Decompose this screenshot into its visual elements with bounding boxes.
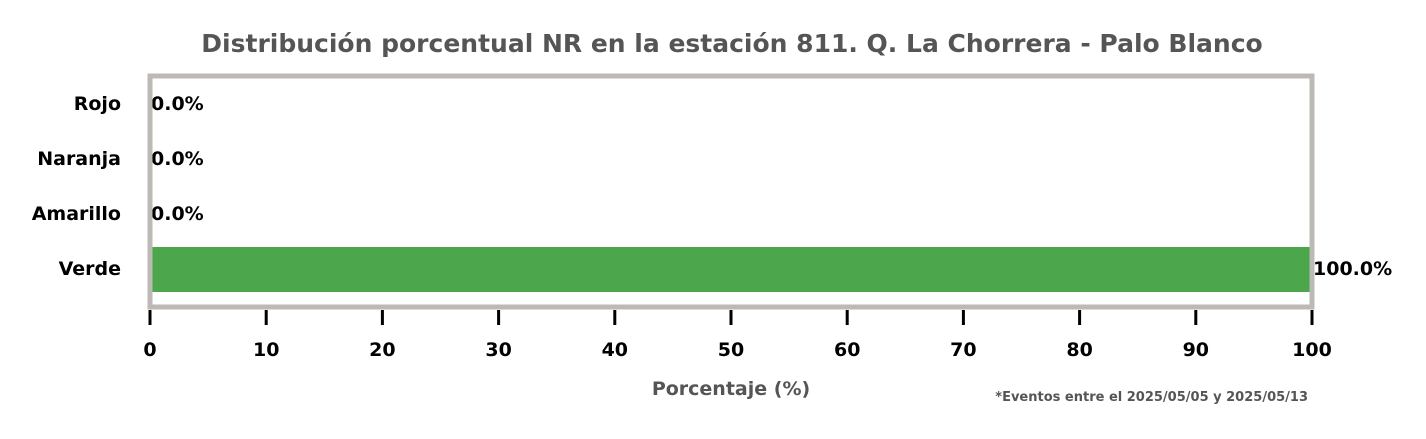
x-tick-label-100: 100 [1292,339,1332,361]
x-tick-label-90: 90 [1183,339,1209,361]
x-axis-label: Porcentaje (%) [652,378,810,400]
x-tick-label-0: 0 [143,339,156,361]
category-label-naranja: Naranja [37,148,121,170]
value-label-verde: 100.0% [1313,258,1392,280]
bar-verde [150,247,1312,292]
plot-frame [147,73,1315,310]
category-label-verde: Verde [59,258,121,280]
x-axis: 0 10 20 30 40 50 60 70 80 90 100 [143,310,1332,361]
value-label-rojo: 0.0% [151,93,204,115]
y-axis: Rojo Naranja Amarillo Verde [32,93,121,280]
chart-title: Distribución porcentual NR en la estació… [201,29,1262,58]
chart-footnote: *Eventos entre el 2025/05/05 y 2025/05/1… [995,390,1308,405]
x-tick-label-40: 40 [602,339,628,361]
x-tick-label-30: 30 [485,339,511,361]
value-label-amarillo: 0.0% [151,203,204,225]
x-tick-label-50: 50 [718,339,744,361]
plot-area: 0.0% 0.0% 0.0% 100.0% [150,93,1392,292]
x-tick-label-20: 20 [369,339,395,361]
x-tick-label-10: 10 [253,339,279,361]
category-label-amarillo: Amarillo [32,203,121,225]
value-label-naranja: 0.0% [151,148,204,170]
x-tick-label-80: 80 [1066,339,1092,361]
category-label-rojo: Rojo [74,93,121,115]
x-tick-label-60: 60 [834,339,860,361]
x-tick-label-70: 70 [950,339,976,361]
